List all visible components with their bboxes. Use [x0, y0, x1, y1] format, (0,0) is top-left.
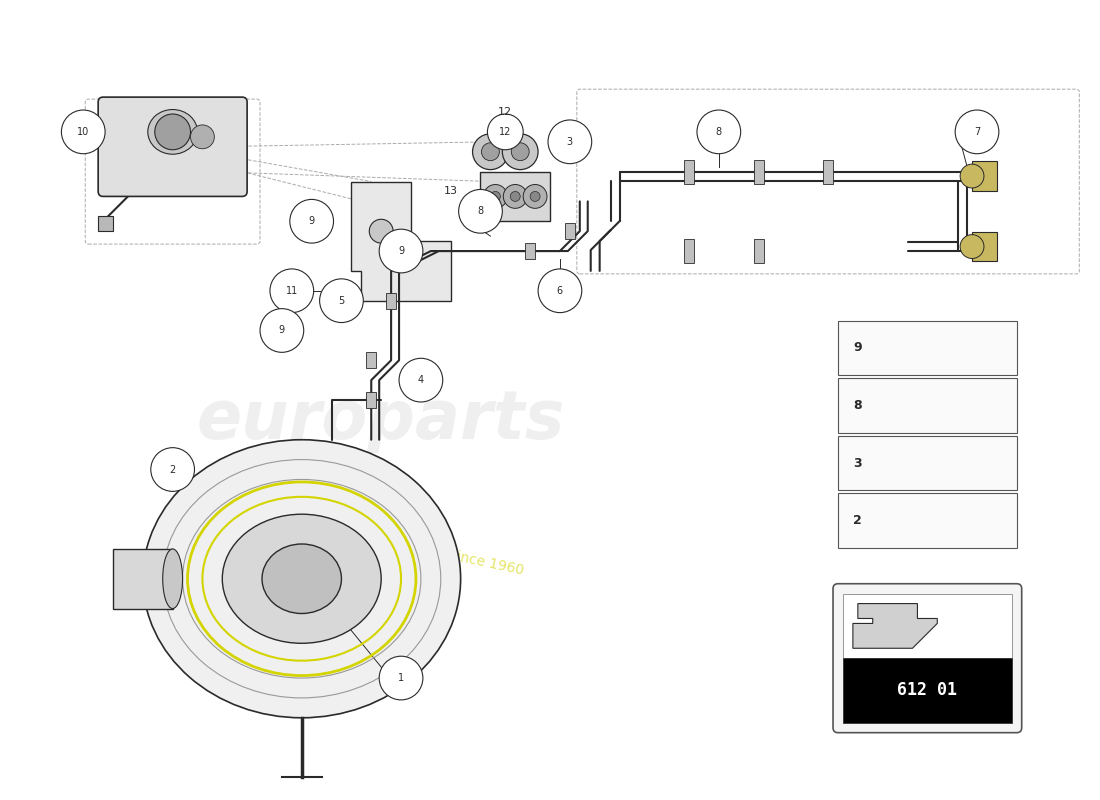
Text: 3: 3 [566, 137, 573, 147]
Bar [684, 239, 694, 263]
Polygon shape [113, 549, 173, 609]
Circle shape [491, 191, 501, 202]
Circle shape [955, 110, 999, 154]
Text: 2: 2 [852, 514, 861, 527]
Bar [754, 160, 763, 183]
Circle shape [459, 190, 503, 233]
Bar [823, 160, 833, 183]
Text: 4: 4 [418, 375, 424, 385]
Text: 13: 13 [443, 186, 458, 197]
Text: 9: 9 [278, 326, 285, 335]
Circle shape [270, 269, 314, 313]
FancyBboxPatch shape [98, 97, 248, 197]
Bar [481, 171, 550, 222]
Circle shape [484, 185, 507, 208]
Circle shape [151, 448, 195, 491]
Bar [525, 243, 535, 259]
Text: 1: 1 [398, 673, 404, 683]
Bar [684, 160, 694, 183]
Circle shape [379, 229, 422, 273]
Circle shape [370, 219, 393, 243]
Text: 612 01: 612 01 [898, 681, 957, 699]
Text: 9: 9 [852, 342, 861, 354]
Text: europarts: europarts [197, 387, 565, 453]
Bar [366, 392, 376, 408]
Text: 2: 2 [169, 465, 176, 474]
Circle shape [503, 134, 538, 170]
Text: 5: 5 [339, 296, 344, 306]
Circle shape [62, 110, 106, 154]
Ellipse shape [147, 110, 198, 154]
Circle shape [399, 358, 442, 402]
Circle shape [260, 309, 304, 352]
Circle shape [320, 279, 363, 322]
Circle shape [548, 120, 592, 164]
Circle shape [289, 199, 333, 243]
Ellipse shape [163, 549, 183, 609]
Circle shape [524, 185, 547, 208]
Circle shape [504, 185, 527, 208]
Bar [838, 494, 1016, 548]
Text: a passion for parts since 1960: a passion for parts since 1960 [317, 520, 525, 578]
Bar [838, 436, 1016, 490]
Ellipse shape [222, 514, 382, 643]
Ellipse shape [143, 440, 461, 718]
Circle shape [190, 125, 214, 149]
Circle shape [512, 142, 529, 161]
Bar [843, 594, 1012, 658]
Text: 8: 8 [716, 127, 722, 137]
Circle shape [155, 114, 190, 150]
Text: 7: 7 [974, 127, 980, 137]
Bar [843, 658, 1012, 722]
Text: 8: 8 [477, 206, 484, 216]
Bar [754, 239, 763, 263]
Text: 6: 6 [557, 286, 563, 296]
Polygon shape [852, 603, 937, 648]
Circle shape [538, 269, 582, 313]
Bar [98, 216, 113, 231]
Bar [386, 293, 396, 309]
Circle shape [960, 164, 984, 188]
Text: 12: 12 [498, 107, 513, 117]
Bar [838, 378, 1016, 433]
Circle shape [530, 191, 540, 202]
Circle shape [379, 656, 422, 700]
Bar [972, 161, 997, 191]
Text: 10: 10 [77, 127, 89, 137]
Circle shape [960, 234, 984, 258]
Text: 11: 11 [286, 286, 298, 296]
Circle shape [487, 114, 524, 150]
Bar [366, 352, 376, 368]
Polygon shape [351, 182, 451, 301]
Text: 9: 9 [398, 246, 404, 256]
Circle shape [510, 191, 520, 202]
Bar [565, 223, 575, 239]
Circle shape [473, 134, 508, 170]
Text: 9: 9 [309, 216, 315, 226]
Circle shape [697, 110, 740, 154]
Ellipse shape [262, 544, 341, 614]
Circle shape [482, 142, 499, 161]
FancyBboxPatch shape [833, 584, 1022, 733]
Text: 3: 3 [852, 457, 861, 470]
Bar [972, 232, 997, 262]
Text: 8: 8 [852, 399, 861, 412]
Text: 12: 12 [499, 127, 512, 137]
Bar [838, 321, 1016, 375]
